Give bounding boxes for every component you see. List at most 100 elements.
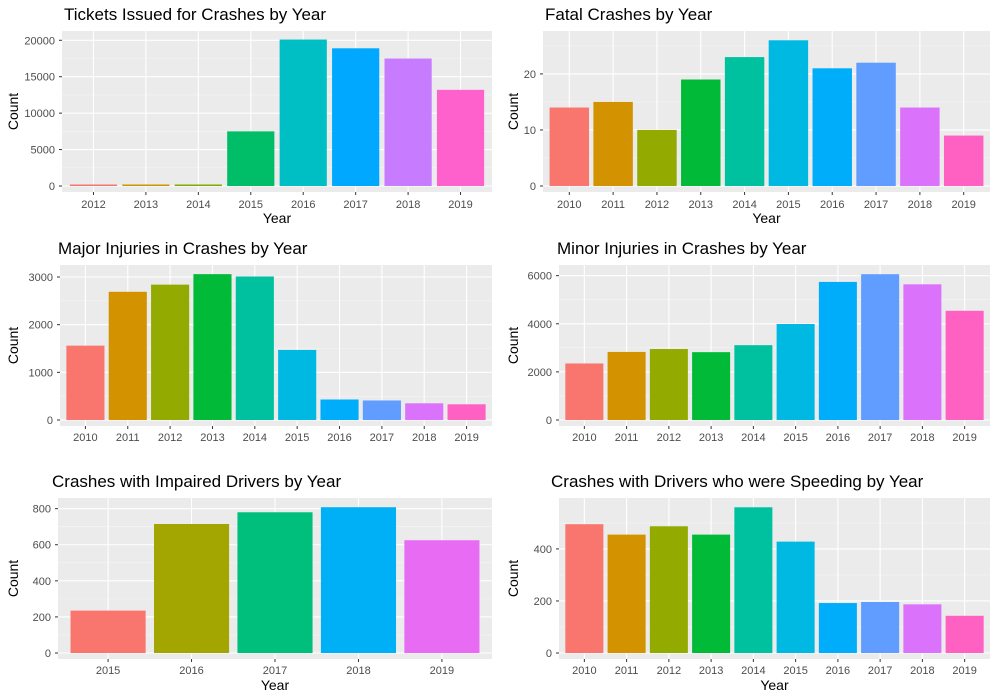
bar [734,345,773,420]
x-tick-label: 2018 [910,432,934,444]
bar [768,40,809,187]
bar [861,274,900,420]
y-tick-label: 0 [45,648,51,660]
y-axis-label: Count [505,327,521,364]
chart-title: Minor Injuries in Crashes by Year [557,239,807,258]
x-tick-label: 2010 [73,432,97,444]
bar [724,57,765,186]
x-tick-label: 2013 [699,432,723,444]
x-tick-label: 2014 [243,432,267,444]
bar [607,351,646,420]
y-axis-label: Count [5,327,21,364]
x-tick-label: 2014 [741,665,765,677]
x-tick-label: 2012 [657,432,681,444]
y-tick-label: 2000 [29,320,53,332]
bar [565,524,604,653]
bar [153,523,230,653]
y-tick-label: 1000 [29,367,53,379]
chart-title: Crashes with Drivers who were Speeding b… [551,472,924,491]
y-tick-label: 800 [33,504,51,516]
y-tick-label: 600 [33,540,51,552]
y-tick-label: 400 [534,544,552,556]
x-tick-label: 2019 [952,432,976,444]
bar [70,610,146,653]
x-tick-label: 2011 [615,432,639,444]
y-tick-label: 5000 [31,145,55,157]
y-tick-label: 0 [530,181,536,193]
chart-panel: 0 5000 10000 15000 20000 2012 2013 2014 2015 2016… [5,5,492,226]
x-axis-label: Year [760,677,789,693]
bar [405,403,444,420]
x-tick-label: 2010 [557,199,581,211]
x-tick-label: 2018 [346,665,370,677]
x-tick-label: 2019 [951,199,975,211]
x-tick-label: 2017 [263,665,287,677]
y-tick-label: 10 [524,125,536,137]
x-tick-label: 2016 [826,665,850,677]
y-tick-label: 10000 [24,108,55,120]
bar [818,603,857,653]
x-axis-label: Year [752,210,781,226]
y-tick-label: 200 [33,612,51,624]
y-tick-label: 20 [524,69,536,81]
bar [151,284,190,420]
bar [900,107,940,186]
x-axis-label: Year [263,210,292,226]
bar [649,349,688,420]
y-tick-label: 6000 [528,271,552,283]
bar [812,68,852,186]
bar [174,184,222,186]
y-tick-label: 4000 [528,319,552,331]
bar [549,107,590,186]
chart-panel: 0 1000 2000 3000 2010 2011 2012 2013 2014 2015 201… [5,239,492,444]
bar [637,129,677,186]
bar [903,284,942,420]
y-tick-label: 3000 [29,272,53,284]
y-tick-label: 15000 [24,72,55,84]
bar [122,184,170,186]
y-axis-label: Count [505,93,521,130]
x-tick-label: 2019 [952,665,976,677]
bar [861,602,900,653]
x-tick-label: 2017 [370,432,394,444]
bar [447,404,486,420]
y-axis-label: Count [5,93,21,130]
bar [593,101,633,186]
bar [279,39,327,186]
x-tick-label: 2012 [81,199,105,211]
y-axis-label: Count [5,560,21,597]
bar [856,62,896,187]
x-tick-label: 2011 [615,665,639,677]
bar [945,615,984,653]
bar [776,541,815,653]
x-tick-label: 2017 [868,665,892,677]
bar [649,526,688,653]
bar [227,131,275,186]
y-tick-label: 0 [546,648,552,660]
x-tick-label: 2016 [291,199,315,211]
y-tick-label: 0 [49,181,55,193]
x-tick-label: 2018 [908,199,932,211]
x-axis-label: Year [261,677,290,693]
x-tick-label: 2019 [448,199,472,211]
x-tick-label: 2011 [116,432,140,444]
bar [436,89,485,186]
bar [320,507,397,653]
chart-panel: 0 200 400 2010 2011 2012 2013 2014 2015 2016 2017 2… [505,472,990,693]
bar [776,324,815,420]
x-tick-label: 2018 [396,199,420,211]
x-tick-label: 2014 [732,199,756,211]
x-tick-label: 2014 [186,199,210,211]
x-tick-label: 2016 [826,432,850,444]
chart-title: Fatal Crashes by Year [545,5,713,24]
x-tick-label: 2010 [572,432,596,444]
bar [66,345,105,420]
x-tick-label: 2019 [454,432,478,444]
x-tick-label: 2015 [783,432,807,444]
bar [384,58,432,186]
bar [692,352,731,420]
x-tick-label: 2016 [327,432,351,444]
chart-panel: 0 2000 4000 6000 2010 2011 2012 2013 2014 2015 201… [505,239,990,444]
bar [108,291,147,420]
